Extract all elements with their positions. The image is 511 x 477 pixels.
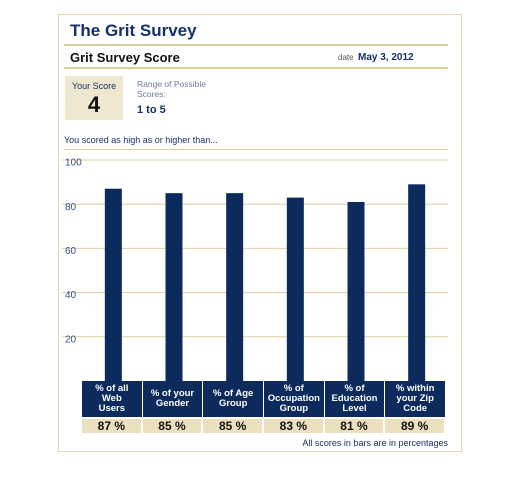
y-tick-label: 40 (65, 290, 77, 301)
bar (286, 197, 304, 381)
value-label: 81 % (324, 419, 386, 433)
value-label: 89 % (385, 419, 446, 433)
bar (408, 184, 426, 381)
date-label: date (338, 53, 354, 62)
rule (64, 67, 448, 69)
category-label: % of your Gender (142, 381, 204, 417)
rule (64, 44, 448, 46)
category-label: % of all Web Users (82, 381, 143, 417)
score-value: 4 (87, 92, 101, 117)
value-label: 83 % (264, 419, 325, 433)
range: 1 to 5 (137, 104, 166, 116)
y-tick-label: 80 (65, 202, 77, 213)
bar (165, 193, 183, 381)
y-tick-label: 100 (65, 158, 82, 169)
range-label: Range of Possible Scores: (137, 79, 206, 99)
intro: You scored as high as or higher than... (64, 135, 218, 145)
score-box (65, 76, 123, 120)
value-label: 85 % (203, 419, 264, 433)
value-label: 85 % (142, 419, 204, 433)
category-label: % of Age Group (203, 381, 264, 417)
footnote: All scores in bars are in percentages (302, 438, 448, 448)
subtitle: Grit Survey Score (70, 50, 180, 65)
y-tick-label: 20 (65, 334, 77, 345)
bar (347, 201, 365, 381)
frame (58, 14, 462, 452)
bar (226, 193, 244, 381)
value-label: 87 % (82, 419, 143, 433)
category-label: % of Occupation Group (264, 381, 325, 417)
rule (64, 149, 448, 150)
score-label: Your Score (71, 81, 117, 91)
category-label: % of Education Level (324, 381, 386, 417)
title: The Grit Survey (70, 21, 197, 40)
bar (104, 188, 122, 381)
date: May 3, 2012 (358, 52, 414, 63)
y-tick-label: 60 (65, 246, 77, 257)
category-label: % within your Zip Code (385, 381, 446, 417)
